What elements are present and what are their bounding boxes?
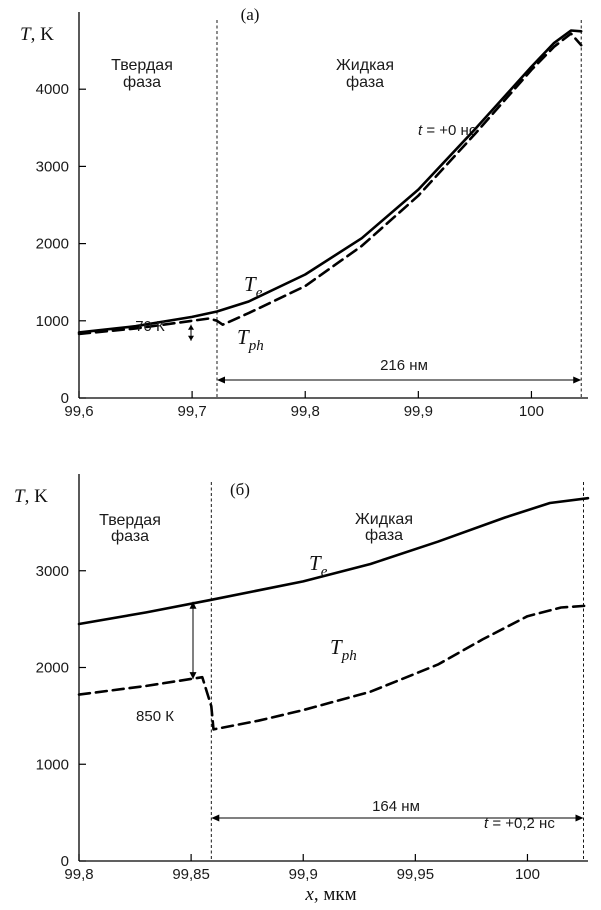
x-tick-label: 99,9: [404, 403, 433, 420]
y-axis-label-unit: , K: [25, 486, 49, 507]
series-line-t-ph: [77, 604, 590, 731]
gap-arrow-head-bottom: [189, 672, 197, 680]
y-tick-label: 1000: [36, 756, 69, 773]
time-label-var: t: [484, 815, 489, 832]
y-axis-label: T, K: [20, 24, 54, 45]
time-label-value: = +0,2 нс: [488, 815, 555, 832]
series-label-main: T: [237, 325, 250, 349]
gap-arrow-head-top: [189, 601, 197, 609]
liquid-phase-label-line2: фаза: [365, 527, 403, 544]
y-tick-label: 2000: [36, 660, 69, 677]
width-annotation: 216 нм: [380, 357, 428, 374]
series-line-t-e: [77, 29, 583, 334]
gap-annotation: 70 К: [135, 318, 165, 335]
series-label-sub: ph: [248, 338, 264, 354]
x-tick-label: 99,8: [291, 403, 320, 420]
y-tick-label: 3000: [36, 563, 69, 580]
time-label-var: t: [418, 122, 423, 139]
liquid-phase-label-line1: Жидкая: [336, 57, 394, 74]
y-axis-label-var: T: [20, 24, 32, 45]
y-axis-label-unit: , K: [31, 24, 55, 45]
width-arrow-head-left: [211, 814, 220, 822]
liquid-phase-label-line1: Жидкая: [355, 511, 413, 528]
liquid-phase-label-line2: фаза: [346, 74, 384, 91]
series-label-sub: e: [256, 285, 263, 301]
series-label-main: T: [330, 635, 343, 659]
x-tick-label: 99,85: [172, 866, 210, 883]
x-tick-label: 99,9: [289, 866, 318, 883]
x-tick-label: 100: [519, 403, 544, 420]
x-tick-label: 99,7: [178, 403, 207, 420]
series-label-main: T: [244, 272, 257, 296]
time-label-value: = +0 нс: [422, 122, 477, 139]
time-label: t = +0,2 нс: [484, 815, 555, 832]
solid-phase-label-line2: фаза: [123, 74, 161, 91]
x-axis-label-var: x: [304, 884, 314, 905]
y-tick-label: 1000: [36, 313, 69, 330]
solid-phase-label-line1: Твердая: [111, 57, 173, 74]
solid-phase-label-line1: Твердая: [99, 512, 161, 529]
series-label-sub: ph: [341, 648, 357, 664]
series-line-t-e: [77, 496, 590, 626]
panel-label: (б): [230, 480, 250, 499]
x-tick-label: 100: [515, 866, 540, 883]
series-label-t-e: Te: [244, 272, 263, 301]
series-line-t-ph: [77, 32, 583, 336]
series-label-t-e: Te: [309, 551, 328, 580]
y-tick-label: 4000: [36, 81, 69, 98]
width-arrow-head-left: [216, 376, 225, 384]
x-tick-label: 99,95: [397, 866, 435, 883]
gap-arrow-head-bottom: [188, 335, 194, 341]
y-tick-label: 0: [61, 853, 69, 870]
x-axis-label: x, мкм: [304, 884, 356, 905]
time-label: t = +0 нс: [418, 122, 477, 139]
y-axis-label-var: T: [14, 486, 26, 507]
series-label-t-ph: Tph: [330, 635, 357, 664]
width-arrow-head-right: [573, 376, 582, 384]
x-tick-label: 99,8: [64, 866, 93, 883]
x-axis-label-unit: , мкм: [314, 884, 357, 905]
y-tick-label: 2000: [36, 236, 69, 253]
x-tick-label: 99,6: [64, 403, 93, 420]
solid-phase-label-line2: фаза: [111, 528, 149, 545]
width-arrow-head-right: [575, 814, 584, 822]
y-tick-label: 3000: [36, 158, 69, 175]
panel-label: (a): [241, 5, 260, 24]
width-annotation: 164 нм: [372, 798, 420, 815]
gap-arrow-head-top: [188, 324, 194, 330]
series-label-sub: e: [321, 564, 328, 580]
series-label-t-ph: Tph: [237, 325, 264, 354]
series-label-main: T: [309, 551, 322, 575]
y-tick-label: 0: [61, 390, 69, 407]
y-axis-label: T, K: [14, 486, 48, 507]
gap-annotation: 850 К: [136, 708, 174, 725]
